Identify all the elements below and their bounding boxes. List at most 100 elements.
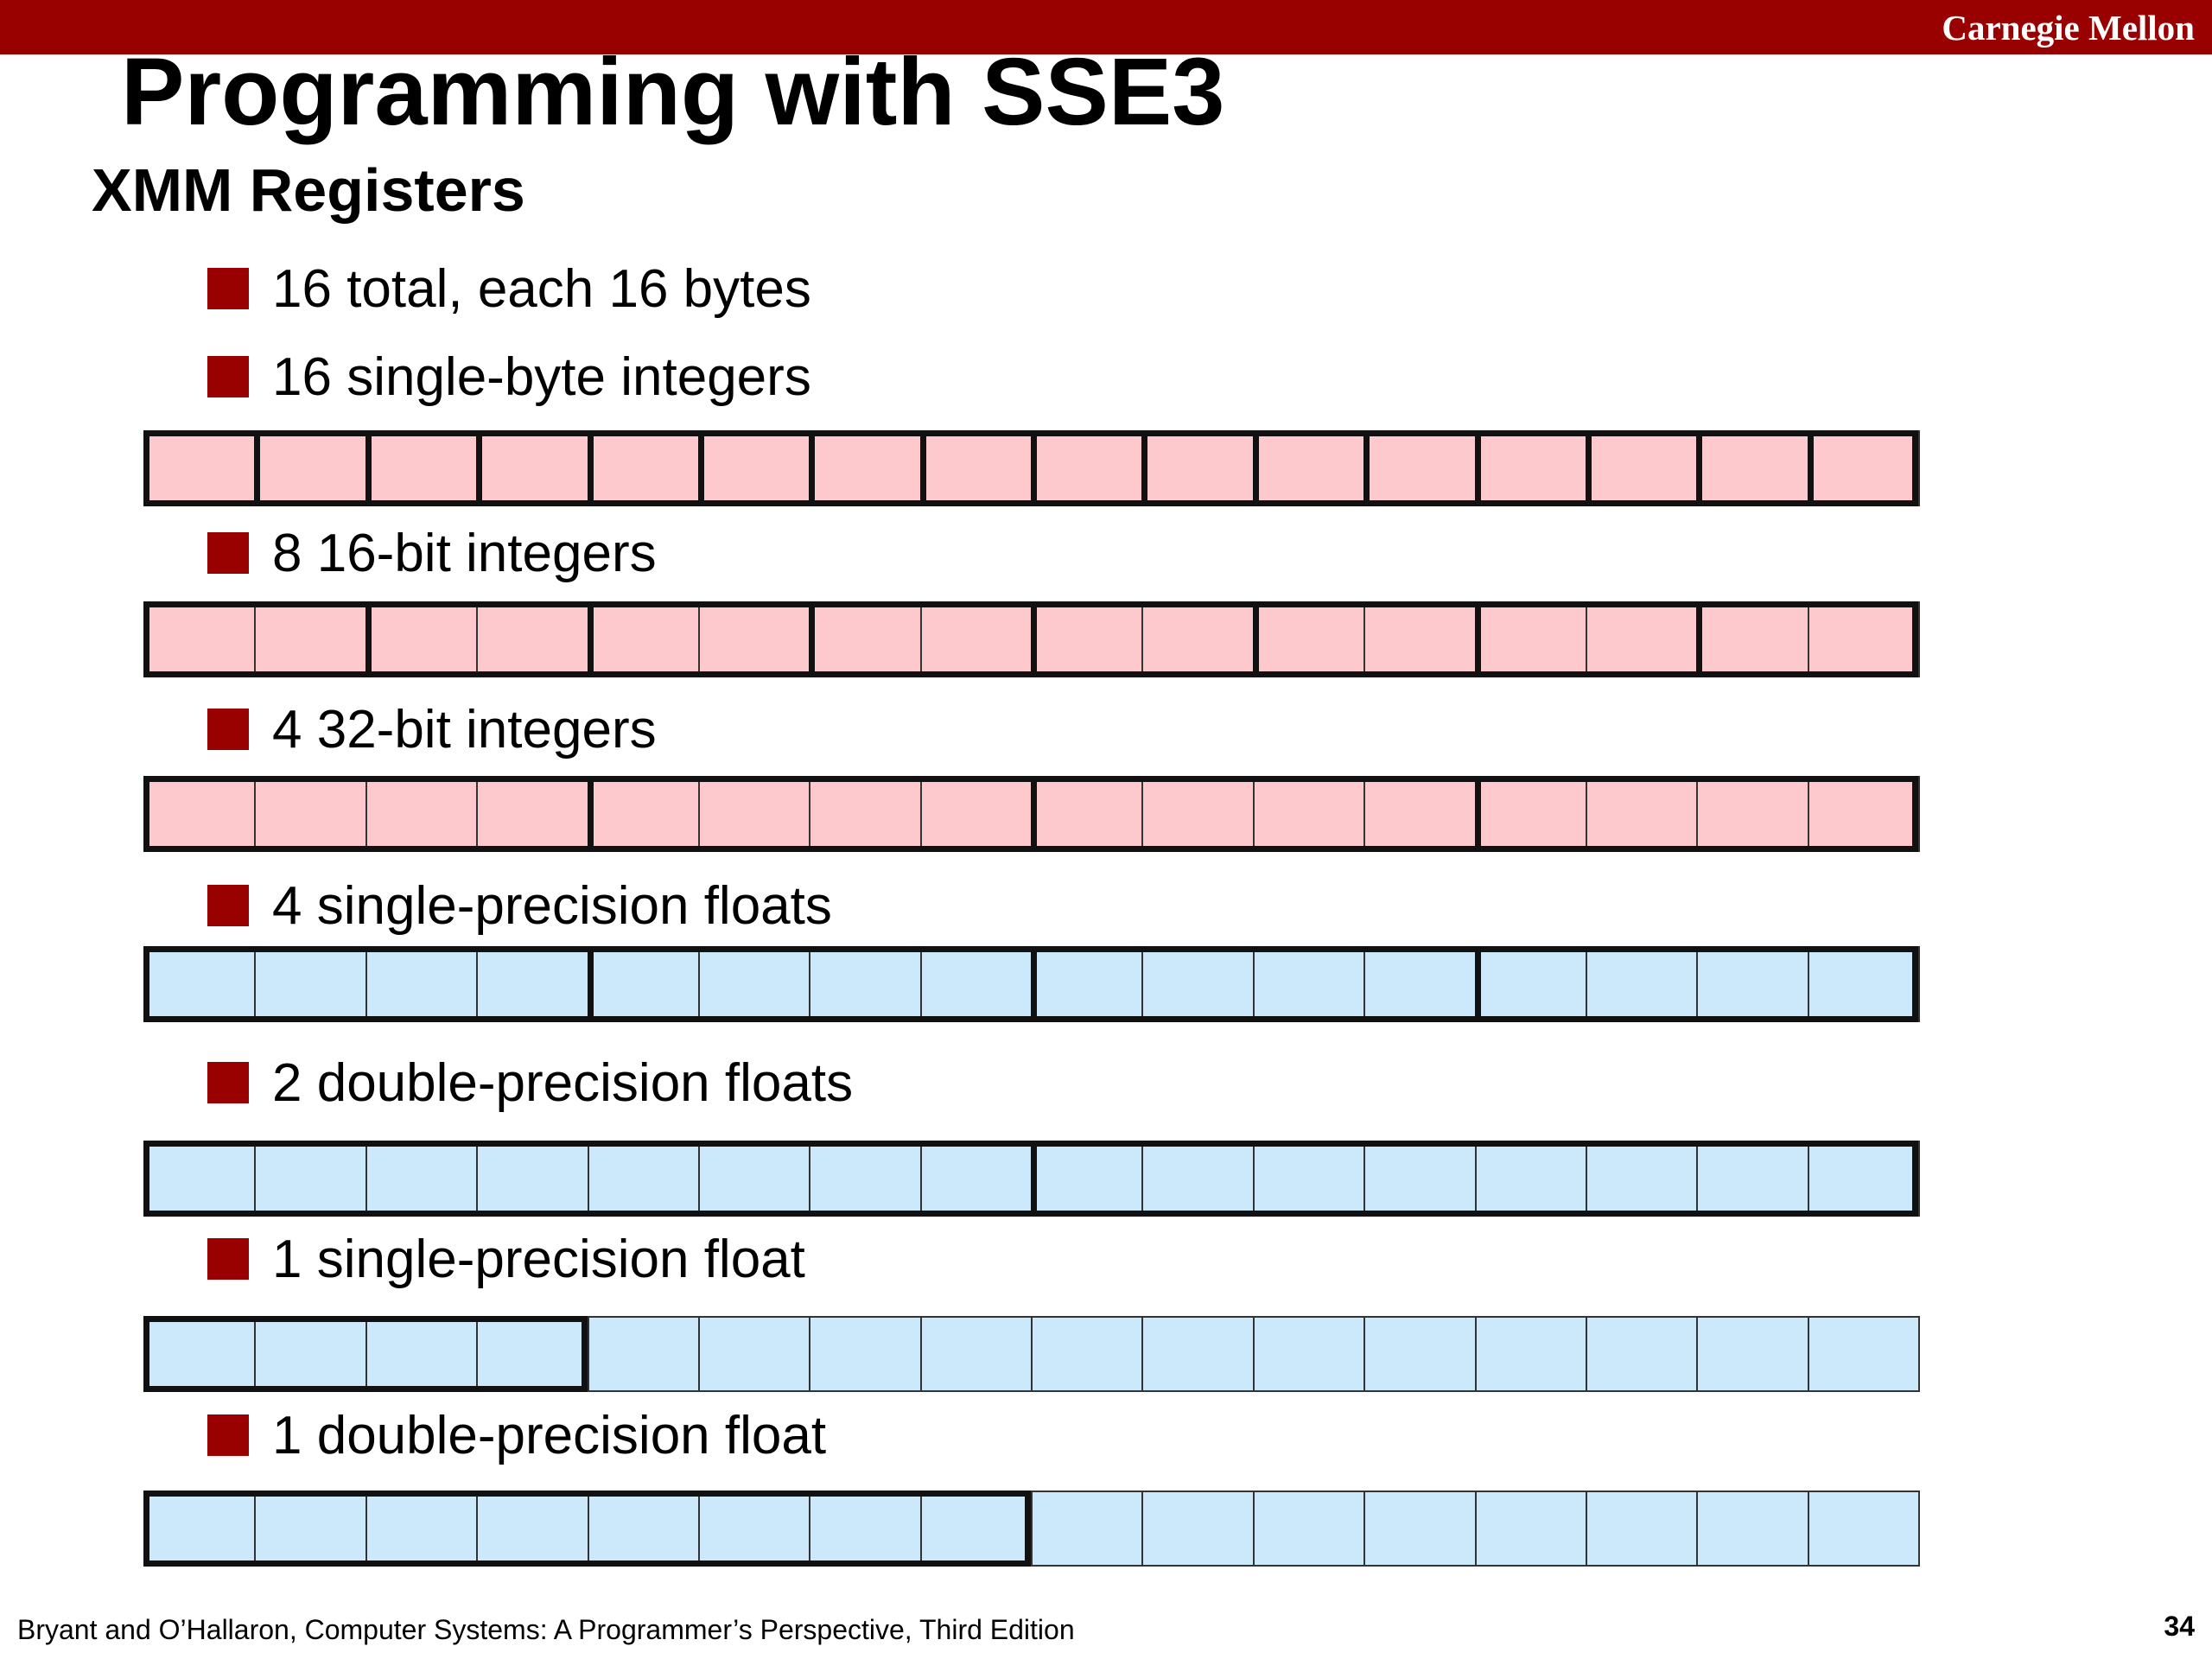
register-element-outline [1031,430,1148,506]
register-element-outline [1031,1141,1918,1217]
brand-logo-text: Carnegie Mellon [1942,8,2195,48]
bullet-marker [207,709,249,750]
register-byte-cell [254,1316,367,1392]
register-element-outline [1252,430,1370,506]
bullet-single-floats: 4 single-precision floats [272,876,832,936]
register-byte-cell [1696,776,1809,852]
register-element-outline [143,430,261,506]
register-element-outline [1474,601,1703,677]
register-byte-cell [1474,1316,1587,1392]
register-byte-cell [1252,1316,1366,1392]
footer-citation: Bryant and O’Hallaron, Computer Systems:… [17,1614,1075,1645]
register-element-outline [587,946,1037,1022]
register-byte-cell [587,1316,700,1392]
register-byte-cell [1474,776,1587,852]
top-banner: Carnegie Mellon [0,0,2212,54]
register-byte-cell [919,430,1033,506]
register-byte-cell [919,1141,1033,1217]
bullet-one-double-float: 1 double-precision float [272,1406,827,1465]
bullet-marker [207,268,249,309]
register-element-outline [697,430,816,506]
register-byte-cell [1807,1316,1920,1392]
register-byte-cell [1141,1491,1255,1567]
bullet-marker [207,1062,249,1103]
register-byte-cell [1474,1491,1587,1567]
register-element-outline [143,601,372,677]
page-number: 34 [2164,1611,2195,1642]
register-element-outline [1031,776,1481,852]
register-2xdouble [143,1141,1920,1217]
register-byte-cell [1141,601,1255,677]
register-element-outline [1474,430,1592,506]
bullet-marker [207,532,249,574]
bullet-16bit-integers: 8 16-bit integers [272,524,657,583]
register-byte-cell [254,1141,367,1217]
register-byte-cell [809,1316,922,1392]
register-4x32bit [143,776,1920,852]
register-byte-cell [697,776,811,852]
register-byte-cell [1363,1491,1477,1567]
register-element-outline [809,430,926,506]
register-element-outline [254,430,372,506]
register-element-outline [143,1491,1031,1567]
register-element-outline [1585,430,1703,506]
register-element-outline [143,1316,588,1392]
register-element-outline [1696,430,1814,506]
register-element-outline [587,601,816,677]
register-element-outline [1031,601,1259,677]
bullet-total-bytes: 16 total, each 16 bytes [272,259,811,319]
register-byte-cell [919,776,1033,852]
register-element-outline [1474,776,1918,852]
register-element-outline [365,430,483,506]
register-element-outline [1807,430,1918,506]
bullet-32bit-integers: 4 32-bit integers [272,700,657,760]
register-byte-cell [1031,1491,1144,1567]
slide-title: Programming with SSE3 [121,39,1225,145]
register-byte-cell [697,1316,811,1392]
register-byte-cell [1141,1316,1255,1392]
register-16x8bit [143,430,1920,506]
register-element-outline [1363,430,1481,506]
register-byte-cell [1363,1316,1477,1392]
bullet-marker [207,356,249,397]
register-byte-cell [1585,1491,1699,1567]
bullet-double-floats: 2 double-precision floats [272,1053,854,1113]
register-byte-cell [697,430,811,506]
register-byte-cell [1696,1491,1809,1567]
register-4xfloat [143,946,1920,1022]
register-byte-cell [1252,1491,1366,1567]
bullet-marker [207,885,249,926]
register-element-outline [1252,601,1481,677]
register-byte-cell [476,946,589,1022]
register-byte-cell [1585,1316,1699,1392]
register-byte-cell [1807,1141,1920,1217]
register-byte-cell [1807,1491,1920,1567]
register-8x16bit [143,601,1920,677]
bullet-one-single-float: 1 single-precision float [272,1230,805,1289]
register-element-outline [365,601,594,677]
register-byte-cell [697,946,811,1022]
register-element-outline [919,430,1037,506]
register-byte-cell [1031,1316,1144,1392]
register-element-outline [1031,946,1481,1022]
bullet-marker [207,1238,249,1280]
register-1xdouble [143,1491,1920,1567]
register-byte-cell [919,1316,1033,1392]
register-element-outline [143,776,594,852]
register-element-outline [809,601,1037,677]
register-element-outline [587,776,1037,852]
register-byte-cell [1252,776,1366,852]
register-byte-cell [1141,430,1255,506]
register-byte-cell [365,1141,479,1217]
register-byte-cell [1363,1141,1477,1217]
register-element-outline [1141,430,1259,506]
register-byte-cell [809,946,922,1022]
bullet-marker [207,1414,249,1456]
register-1xfloat [143,1316,1920,1392]
register-element-outline [476,430,594,506]
bullet-byte-integers: 16 single-byte integers [272,347,811,407]
register-byte-cell [1696,1141,1809,1217]
register-byte-cell [1807,430,1920,506]
register-element-outline [1696,601,1918,677]
register-element-outline [143,1141,1037,1217]
